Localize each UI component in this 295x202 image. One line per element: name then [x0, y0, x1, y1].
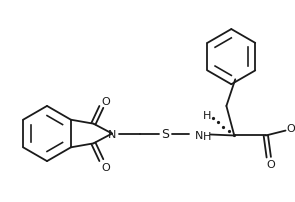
Text: O: O — [286, 123, 295, 133]
Text: O: O — [101, 162, 110, 172]
Text: O: O — [101, 97, 110, 106]
Text: N: N — [108, 129, 116, 139]
Text: H: H — [203, 132, 211, 142]
Text: H: H — [202, 110, 211, 120]
Text: S: S — [161, 127, 169, 140]
Text: O: O — [266, 159, 275, 169]
Text: N: N — [195, 130, 203, 140]
